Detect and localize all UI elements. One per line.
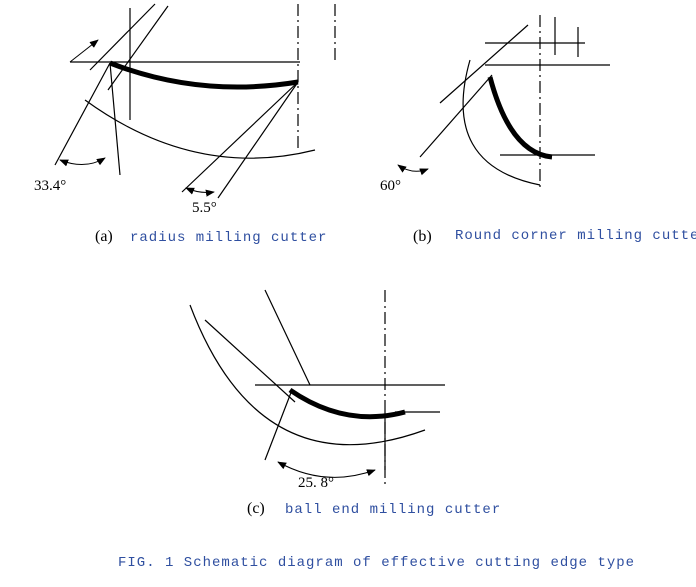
- panel-b-tag: (b): [413, 228, 432, 246]
- angle-c-1: 25. 8°: [298, 475, 334, 492]
- panel-a-label: radius milling cutter: [130, 230, 327, 246]
- angle-b-1: 60°: [380, 178, 401, 195]
- panel-c-label: ball end milling cutter: [285, 502, 501, 518]
- diagrams-svg: [0, 0, 696, 587]
- panel-b: [398, 15, 610, 190]
- panel-c: [190, 290, 445, 485]
- figure-caption: FIG. 1 Schematic diagram of effective cu…: [118, 555, 635, 571]
- angle-a-1: 33.4°: [34, 178, 66, 195]
- panel-a-tag: (a): [95, 228, 113, 246]
- figure-container: 33.4° 5.5° (a) radius milling cutter 60°…: [0, 0, 696, 587]
- panel-c-tag: (c): [247, 500, 265, 518]
- panel-a: [55, 4, 335, 198]
- panel-b-label: Round corner milling cutter: [455, 228, 696, 244]
- angle-a-2: 5.5°: [192, 200, 217, 217]
